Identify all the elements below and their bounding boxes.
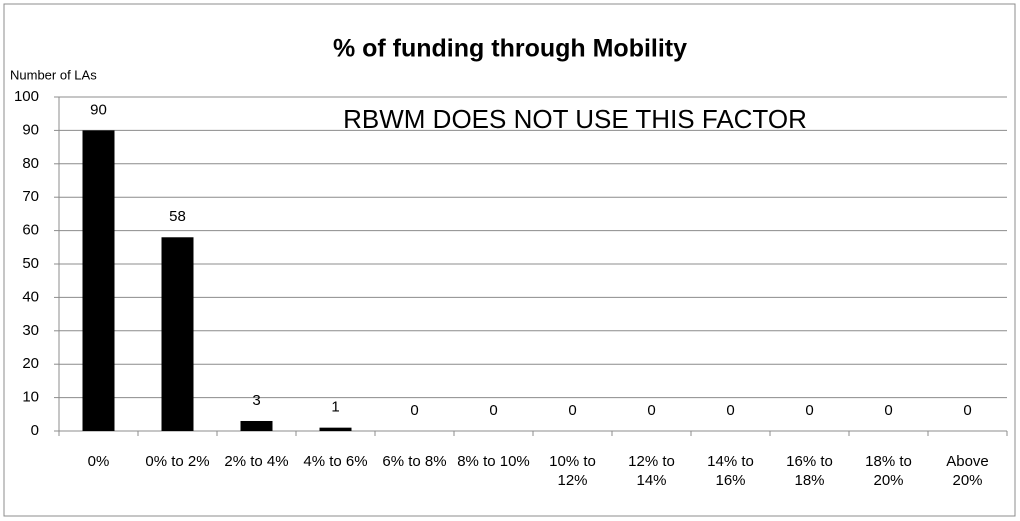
data-label: 1: [331, 399, 339, 416]
data-label: 0: [884, 402, 892, 419]
x-tick-label: 0%: [87, 453, 110, 470]
bar: [319, 427, 352, 431]
chart-title: % of funding through Mobility: [333, 35, 687, 63]
y-tick-label: 80: [22, 155, 39, 172]
x-tick-label: 2% to 4%: [224, 453, 289, 470]
x-tick-label: 10% to 12%: [549, 453, 596, 489]
y-tick-label: 30: [22, 322, 39, 339]
x-tick-label: 18% to 20%: [865, 453, 912, 489]
y-tick-label: 40: [22, 288, 39, 305]
y-tick-label: 70: [22, 188, 39, 205]
x-tick-label: 12% to 14%: [628, 453, 675, 489]
x-tick-label: 6% to 8%: [382, 453, 447, 470]
bar: [161, 237, 194, 431]
x-tick-label: 0% to 2%: [145, 453, 210, 470]
x-tick-label: 8% to 10%: [457, 453, 530, 470]
y-axis-label: Number of LAs: [10, 67, 97, 82]
bar: [240, 420, 273, 431]
x-tick-label: 16% to 18%: [786, 453, 833, 489]
data-label: 0: [726, 402, 734, 419]
data-label: 0: [805, 402, 813, 419]
chart-border: [3, 3, 1016, 517]
y-tick-label: 90: [22, 121, 39, 138]
data-label: 3: [252, 392, 260, 409]
bar: [82, 130, 115, 431]
data-label: 0: [489, 402, 497, 419]
x-tick-label: 4% to 6%: [303, 453, 368, 470]
data-label: 0: [568, 402, 576, 419]
y-tick-label: 20: [22, 355, 39, 372]
data-label: 0: [410, 402, 418, 419]
y-tick-label: 60: [22, 222, 39, 239]
y-tick-label: 0: [31, 422, 39, 439]
data-label: 0: [647, 402, 655, 419]
y-tick-label: 100: [14, 88, 39, 105]
x-tick-label: Above 20%: [946, 453, 989, 489]
y-tick-label: 50: [22, 255, 39, 272]
data-label: 58: [169, 208, 186, 225]
annotation: RBWM DOES NOT USE THIS FACTOR: [343, 104, 807, 134]
x-tick-label: 14% to 16%: [707, 453, 754, 489]
data-label: 90: [90, 101, 107, 118]
y-tick-label: 10: [22, 389, 39, 406]
data-label: 0: [963, 402, 971, 419]
